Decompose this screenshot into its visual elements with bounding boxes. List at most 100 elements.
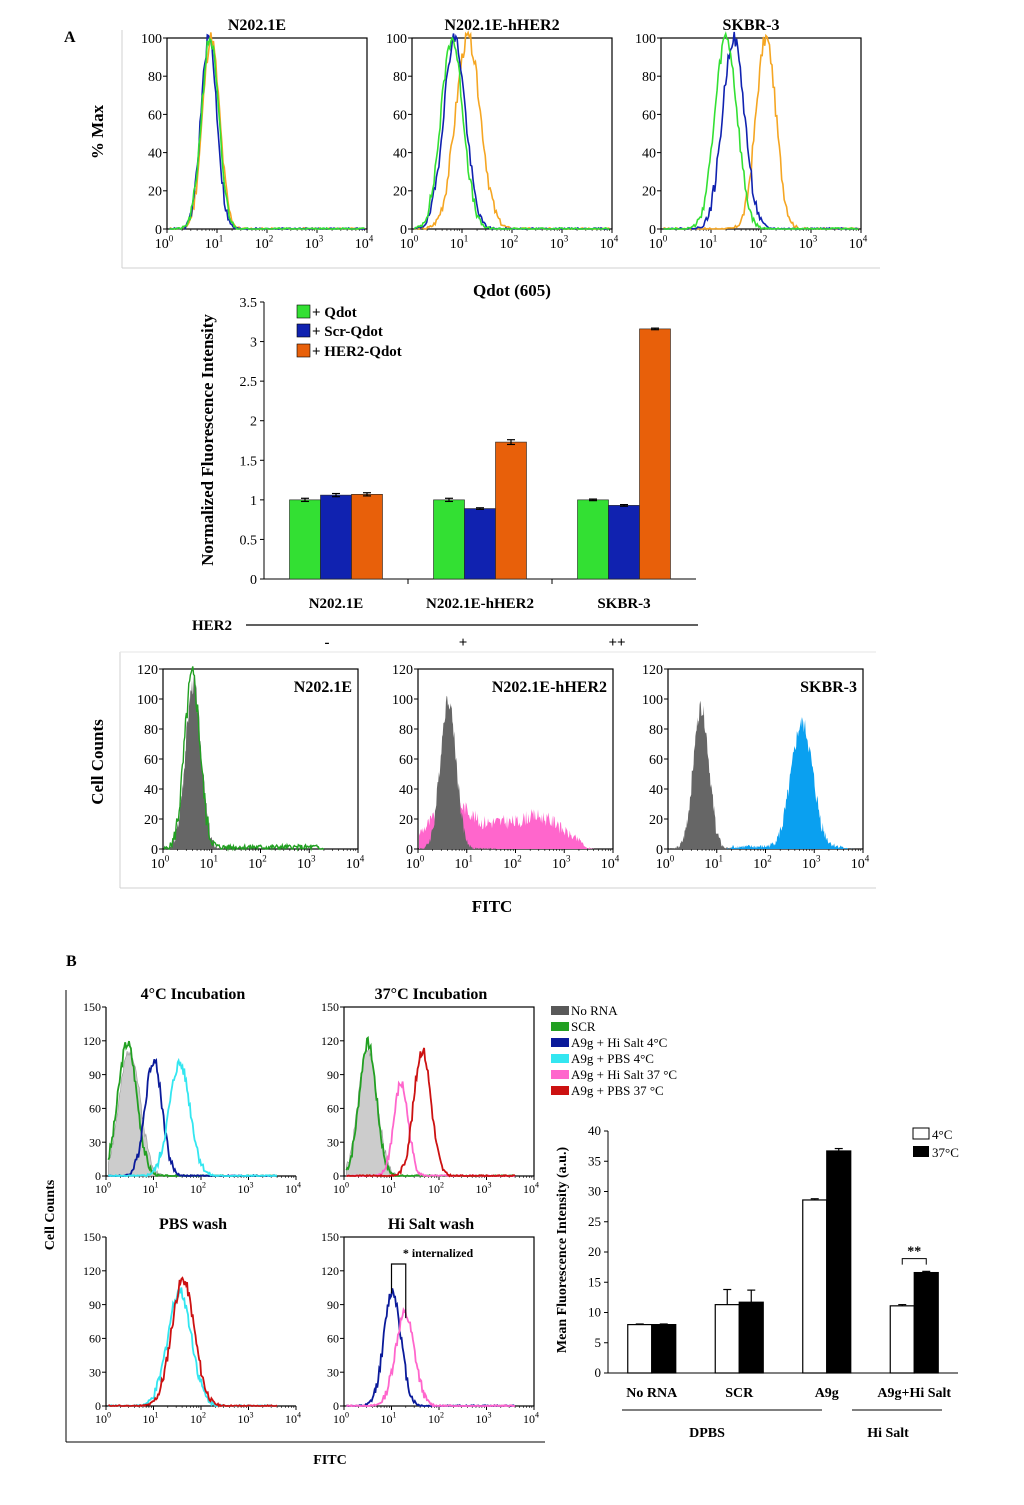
pmax-skbr3-xtick-label: 101 <box>699 234 718 252</box>
fitcA-panel-0-ytick-label: 20 <box>144 813 158 828</box>
mfi-ylabel: Mean Fluorescence Intensity (a.u.) <box>555 1147 570 1354</box>
fitcA-panel-0-ytick-label: 80 <box>144 723 158 738</box>
pmax-ylabel: % Max <box>88 104 107 159</box>
histB-panel-3-title: Hi Salt wash <box>388 1216 474 1233</box>
histB-panel-2-xtick-label: 101 <box>143 1411 159 1426</box>
fitcA-panel-0-sample-line <box>163 666 324 852</box>
mfi-group-dpbs: DPBS <box>689 1426 725 1441</box>
pmax-n202-xtick-label: 103 <box>305 234 324 252</box>
pmax-n202-ytick-label: 80 <box>148 70 162 85</box>
histB-panel-0-xtick-label: 104 <box>285 1181 301 1196</box>
qbar-bar-1 <box>464 508 496 580</box>
legendB-swatch-5 <box>551 1086 569 1095</box>
qbar-ytick-label: 1 <box>250 494 257 509</box>
fitcA-panel-0-control-fill <box>164 674 232 849</box>
mfi-category-label: No RNA <box>626 1386 678 1401</box>
pmax-skbr3-xtick-label: 100 <box>649 234 668 252</box>
panel-label-a: A <box>64 29 76 46</box>
histB-panel-3-xtick-label: 103 <box>476 1411 492 1426</box>
mfi-category-label: A9g+Hi Salt <box>877 1386 951 1401</box>
fitcA-histograms: Cell Counts FITC 0 20 40 60 80 100 120 100 101 10… <box>88 651 876 916</box>
histB-panel-0-xtick-label: 102 <box>190 1181 206 1196</box>
mfi-ytick-label: 30 <box>588 1184 601 1199</box>
pmax-n202-xtick-label: 100 <box>155 234 174 252</box>
histB-panel-2-xtick-label: 104 <box>285 1411 301 1426</box>
mfi-legend-swatch-4c <box>912 1127 930 1140</box>
histB-panel-3-line <box>346 1306 516 1408</box>
fitcA-panel-1-xtick-label: 104 <box>601 854 620 872</box>
legendB-swatch-2 <box>551 1038 569 1047</box>
qbar-ytick-label: 0 <box>250 573 257 588</box>
fitcA-panel-2-ytick-label: 100 <box>642 693 663 708</box>
fitcA-panel-1-title: N202.1E-hHER2 <box>492 679 607 696</box>
histB-panel-1-fill <box>346 1047 515 1177</box>
fitcA-panel-1-ytick-label: 40 <box>399 783 413 798</box>
fitcA-panel-0-ytick-label: 120 <box>137 663 158 678</box>
histB-panel-1-xtick-label: 100 <box>333 1181 349 1196</box>
fitcA-panel-1-ytick-label: 100 <box>392 693 413 708</box>
pmax-skbr3-ytick-label: 0 <box>649 223 656 238</box>
histB-panel-2-xtick-label: 100 <box>95 1411 111 1426</box>
fitcA-panel-1-control-fill <box>419 695 496 849</box>
her2-label: HER2 <box>192 618 232 634</box>
fitcA-panel-1-xtick-label: 101 <box>455 854 474 872</box>
fitcA-panel-1-ytick-label: 20 <box>399 813 413 828</box>
qbar-category-label: N202.1E <box>309 596 364 612</box>
pmax-n202-curve-2 <box>169 36 365 231</box>
legendB-swatch-0 <box>551 1006 569 1015</box>
mfi-ytick-label: 40 <box>588 1123 601 1138</box>
histB-panel-3-annotation: * internalized <box>403 1246 474 1260</box>
fitcA-panel-2-sample-fill <box>726 716 854 849</box>
pmax-hher2-ytick-label: 40 <box>393 147 407 162</box>
histB-panel-1: 0 30 60 90 120 150 100 101 102 103 104 37°C Incubat… <box>321 986 539 1196</box>
panel-label-b: B <box>66 953 77 970</box>
pmax-n202-ytick-label: 100 <box>141 32 162 47</box>
histB-panel-3-line <box>346 1288 516 1408</box>
pmax-hher2-curve-0 <box>414 30 610 230</box>
panelB-ylabel: Cell Counts <box>43 1179 58 1250</box>
fitcA-panel-2-xtick-label: 104 <box>851 854 870 872</box>
fitcA-panel-2-ytick-label: 20 <box>649 813 663 828</box>
qbar-ytick-label: 0.5 <box>240 533 258 548</box>
histB-panel-3-xtick-label: 101 <box>381 1411 397 1426</box>
legendB-0: No RNA <box>571 1003 618 1018</box>
mfi-ytick-label: 35 <box>588 1153 601 1168</box>
fitcA-panel-1-xtick-label: 102 <box>503 854 522 872</box>
histB-panel-2-ytick-label: 0 <box>95 1399 101 1413</box>
fitcA-panel-2: 0 20 40 60 80 100 120 100 101 102 103 104 SKBR-3 <box>642 663 870 872</box>
fitcA-panel-1-xtick-label: 100 <box>406 854 425 872</box>
fitcA-panel-0: 0 20 40 60 80 100 120 100 101 102 103 104 N202.1E <box>137 663 365 872</box>
histB-panel-1-ytick-label: 90 <box>327 1068 339 1082</box>
legendB-swatch-4 <box>551 1070 569 1079</box>
mfi-legend-37c: 37°C <box>932 1145 959 1160</box>
histB-panel-2-ytick-label: 150 <box>83 1230 101 1244</box>
pmax-skbr3-ytick-label: 20 <box>642 185 656 200</box>
legendB-2: A9g + Hi Salt 4°C <box>571 1035 667 1050</box>
fitcA-panel-2-title: SKBR-3 <box>800 679 857 696</box>
fitcA-panel-1: 0 20 40 60 80 100 120 100 101 102 103 104 N202.1E-hH… <box>392 663 620 872</box>
panelB-xlabel: FITC <box>313 1453 346 1468</box>
pmax-skbr3-ytick-label: 100 <box>635 32 656 47</box>
histB-panel-0-ytick-label: 0 <box>95 1169 101 1183</box>
her2-level-2: + <box>459 635 468 651</box>
fitcA-panel-2-xtick-label: 100 <box>656 854 675 872</box>
pmax-hher2: 0 20 40 60 80 100 100 101 102 103 104 N202.1E-hHER2 <box>386 17 619 252</box>
histB-panel-0-xtick-label: 100 <box>95 1181 111 1196</box>
pmax-skbr3: 0 20 40 60 80 100 100 101 102 103 104 SKBR-3 <box>635 17 868 252</box>
histB-panel-0-xtick-label: 101 <box>143 1181 159 1196</box>
mfi-bar-0 <box>714 1304 740 1374</box>
qbar-bar-1 <box>320 494 352 580</box>
qbar-bar-0 <box>433 499 465 580</box>
histB-panel-0-ytick-label: 150 <box>83 1000 101 1014</box>
mfi-bar-1 <box>913 1271 939 1374</box>
pmax-hher2-title: N202.1E-hHER2 <box>444 17 559 34</box>
fitcA-panel-0-xtick-label: 101 <box>200 854 219 872</box>
fitcA-xlabel: FITC <box>472 897 513 916</box>
histB-panel-2-ytick-label: 60 <box>89 1332 101 1346</box>
legend-qdot: + Qdot <box>312 305 357 321</box>
histB-panel-0-title: 4°C Incubation <box>141 986 246 1003</box>
fitcA-panel-0-ytick-label: 0 <box>151 843 158 858</box>
histB-panel-3-xtick-label: 104 <box>523 1411 539 1426</box>
mfi-ytick-label: 10 <box>588 1305 601 1320</box>
pmax-skbr3-ytick-label: 60 <box>642 108 656 123</box>
